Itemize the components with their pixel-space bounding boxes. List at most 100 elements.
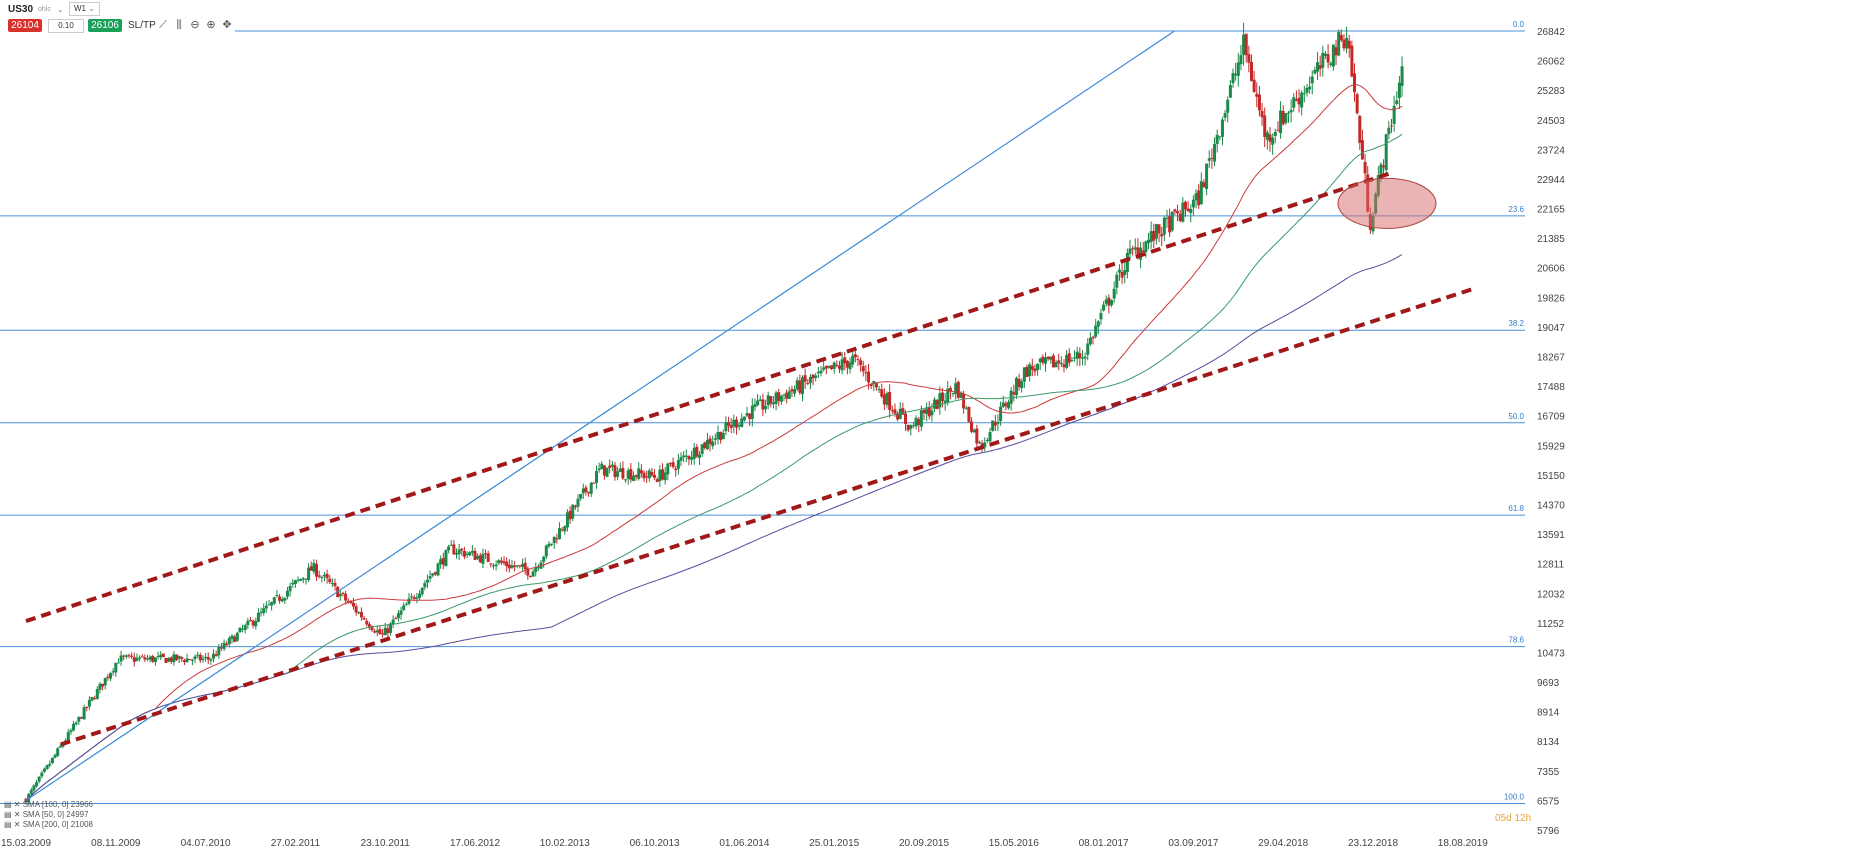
candle bbox=[563, 526, 567, 532]
y-tick-label: 8914 bbox=[1537, 708, 1560, 719]
candle bbox=[771, 402, 775, 405]
candle bbox=[507, 564, 511, 569]
candle bbox=[708, 438, 712, 445]
candle bbox=[1170, 211, 1174, 231]
timeframe-value: W1 bbox=[74, 4, 86, 13]
candle bbox=[1300, 92, 1304, 108]
candle bbox=[642, 472, 646, 479]
candle bbox=[447, 546, 451, 551]
timeframe-chevron-icon: ⌄ bbox=[88, 4, 95, 13]
candle bbox=[1046, 356, 1050, 360]
candle bbox=[1144, 241, 1148, 253]
candle bbox=[230, 635, 234, 639]
x-tick-label: 08.01.2017 bbox=[1079, 838, 1129, 849]
candle bbox=[439, 559, 443, 565]
candle bbox=[1125, 252, 1129, 273]
line-chart-icon[interactable]: ⟋ bbox=[159, 19, 167, 31]
lot-size-input[interactable]: 0.10 bbox=[48, 19, 84, 33]
candle bbox=[256, 612, 260, 622]
candle bbox=[1107, 297, 1111, 306]
candle bbox=[956, 381, 960, 398]
y-tick-label: 23724 bbox=[1537, 145, 1565, 156]
candle bbox=[280, 599, 284, 602]
candle bbox=[1041, 356, 1045, 363]
candle bbox=[293, 580, 297, 584]
candle bbox=[911, 425, 915, 427]
candle bbox=[45, 765, 49, 769]
candle bbox=[518, 565, 522, 567]
candle bbox=[278, 596, 282, 601]
timeframe-select[interactable]: W1 ⌄ bbox=[69, 2, 100, 16]
candle bbox=[138, 657, 142, 659]
candle bbox=[484, 553, 488, 555]
candle bbox=[1162, 217, 1166, 235]
sma-legend-item[interactable]: ▤ ✕ SMA [50, 0] 24997 bbox=[4, 810, 93, 820]
candle bbox=[1323, 53, 1327, 56]
candle bbox=[1276, 130, 1280, 132]
fib-label: 0.0 bbox=[1513, 20, 1525, 29]
candle bbox=[85, 706, 89, 708]
candle bbox=[499, 560, 503, 563]
candle bbox=[764, 406, 768, 410]
zoom-out-icon[interactable]: ⊖ bbox=[190, 19, 200, 31]
sma-legend-item[interactable]: ▤ ✕ SMA [200, 0] 21008 bbox=[4, 820, 93, 830]
candle bbox=[473, 550, 477, 561]
candle bbox=[885, 393, 889, 405]
candle bbox=[639, 470, 643, 474]
candle bbox=[465, 553, 469, 555]
candle bbox=[793, 389, 797, 394]
y-tick-label: 7355 bbox=[1537, 767, 1560, 778]
candle-timer: 05d 12h bbox=[1495, 813, 1532, 824]
candle bbox=[1337, 32, 1341, 56]
candle bbox=[1043, 357, 1047, 364]
candle bbox=[1318, 65, 1322, 69]
fib-levels: 0.0 23.6 38.2 50.0 61.8 78.6 100.0 bbox=[0, 20, 1525, 804]
candle bbox=[534, 567, 538, 572]
candle bbox=[1308, 86, 1312, 90]
candle bbox=[917, 419, 921, 425]
symbol-label[interactable]: US30 bbox=[8, 4, 34, 15]
candle bbox=[1028, 364, 1032, 377]
candle bbox=[1213, 143, 1217, 162]
candle bbox=[948, 387, 952, 392]
candle bbox=[391, 619, 395, 625]
candle bbox=[246, 620, 250, 626]
candle bbox=[927, 407, 931, 417]
symbol-sub-label: ohlc bbox=[38, 6, 51, 13]
candle bbox=[996, 421, 1000, 424]
candle bbox=[209, 659, 213, 661]
zoom-in-icon[interactable]: ⊕ bbox=[206, 19, 216, 31]
candle bbox=[425, 579, 429, 583]
candle bbox=[552, 536, 556, 544]
candle bbox=[312, 562, 316, 572]
buy-button[interactable]: 26106 bbox=[88, 19, 122, 32]
sma-legend-item[interactable]: ▤ ✕ SMA [100, 0] 23966 bbox=[4, 800, 93, 810]
candle bbox=[418, 593, 422, 598]
candle bbox=[1236, 62, 1240, 76]
candle bbox=[1210, 157, 1214, 159]
sma200-label: SMA [200, 0] 21008 bbox=[22, 820, 93, 829]
candle bbox=[970, 421, 974, 432]
sell-button[interactable]: 26104 bbox=[8, 19, 42, 32]
candle bbox=[399, 610, 403, 615]
candle bbox=[283, 597, 287, 601]
candle bbox=[222, 642, 226, 650]
candle bbox=[705, 439, 709, 450]
candle bbox=[109, 673, 113, 679]
candle bbox=[1014, 377, 1018, 396]
y-tick-label: 21385 bbox=[1537, 234, 1565, 245]
candle bbox=[66, 732, 70, 741]
indicators-icon[interactable]: ⫼ bbox=[176, 19, 182, 31]
candle bbox=[460, 548, 464, 551]
candle bbox=[616, 471, 620, 477]
sltp-button[interactable]: SL/TP bbox=[128, 20, 156, 31]
eye-icon: ▤ ✕ bbox=[4, 810, 23, 819]
symbol-chevron-icon[interactable]: ⌄ bbox=[57, 5, 64, 14]
candle bbox=[869, 383, 873, 387]
y-tick-label: 10473 bbox=[1537, 648, 1565, 659]
candle bbox=[959, 392, 963, 398]
crosshair-icon[interactable]: ✥ bbox=[222, 19, 232, 31]
candle bbox=[491, 565, 495, 567]
candle bbox=[513, 565, 517, 568]
